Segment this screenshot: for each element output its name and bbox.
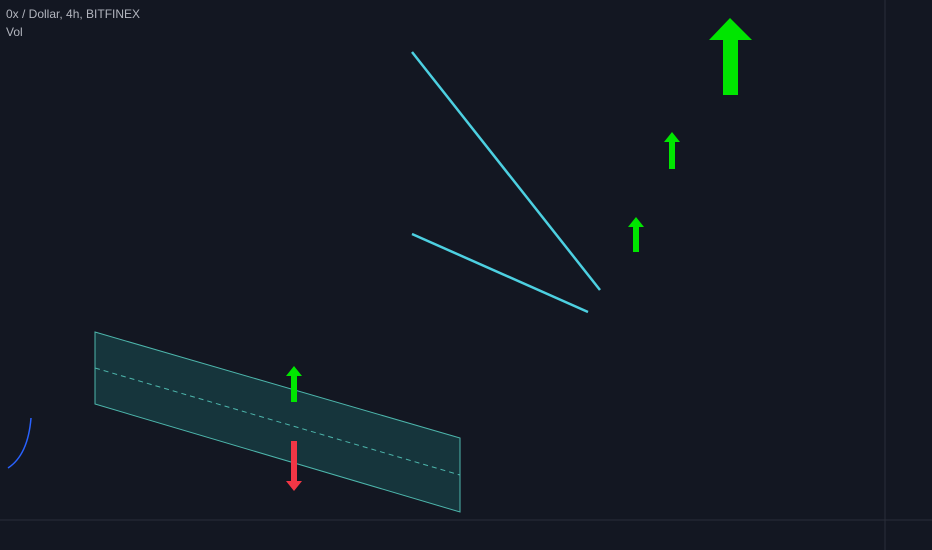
arrow-up [664, 132, 680, 169]
volume-label: Vol [6, 25, 23, 39]
arrow-up [286, 366, 302, 402]
chart-title: 0x / Dollar, 4h, BITFINEX [6, 7, 140, 21]
trend-line [411, 51, 601, 291]
curve [7, 417, 32, 469]
channel-midline [94, 367, 461, 476]
arrow-up [628, 217, 644, 252]
arrow-down [286, 441, 302, 491]
arrow-up [709, 18, 752, 95]
trend-line [411, 232, 589, 314]
